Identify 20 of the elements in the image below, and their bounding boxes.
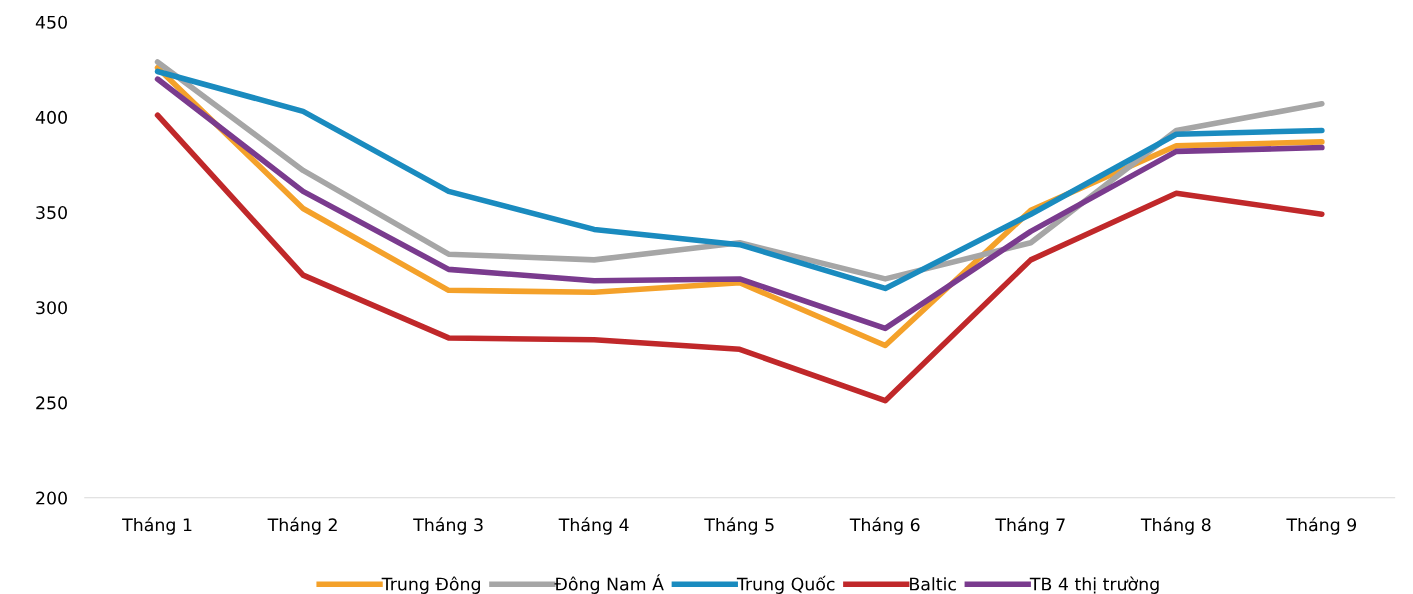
legend-label: Baltic [910, 577, 956, 591]
x-tick-label: Tháng 4 [558, 517, 629, 535]
x-tick-label: Tháng 2 [267, 517, 337, 535]
x-tick-label: Tháng 6 [849, 517, 920, 535]
legend-label: Trung Đông [381, 576, 480, 594]
legend-label: Đông Nam Á [554, 574, 664, 594]
y-tick-label: 400 [35, 110, 67, 124]
x-tick-label: Tháng 8 [1140, 517, 1211, 535]
x-tick-label: Tháng 5 [704, 517, 774, 535]
legend-label: Trung Quốc [736, 575, 835, 594]
x-tick-label: Tháng 1 [122, 517, 192, 535]
y-tick-label: 350 [36, 206, 67, 220]
y-tick-label: 250 [36, 396, 67, 410]
x-tick-label: Tháng 7 [995, 517, 1065, 535]
y-tick-label: 450 [35, 15, 67, 29]
y-tick-label: 300 [36, 301, 67, 315]
y-tick-label: 200 [36, 491, 67, 505]
x-tick-label: Tháng 9 [1286, 517, 1357, 535]
x-tick-label: Tháng 3 [413, 517, 483, 535]
legend-label: TB 4 thị trường [1029, 576, 1159, 594]
